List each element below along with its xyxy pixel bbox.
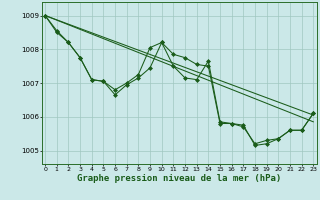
- X-axis label: Graphe pression niveau de la mer (hPa): Graphe pression niveau de la mer (hPa): [77, 174, 281, 183]
